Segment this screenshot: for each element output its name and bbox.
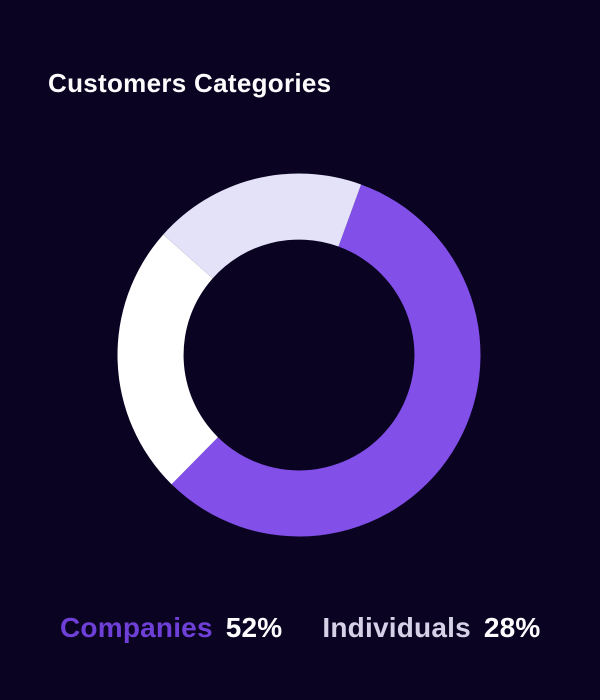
legend-value-companies: 52% bbox=[225, 612, 283, 643]
page-title: Customers Categories bbox=[48, 68, 332, 99]
donut-slice-companies[interactable] bbox=[171, 184, 481, 537]
donut-chart-svg bbox=[117, 173, 481, 537]
legend-label-companies: Companies bbox=[60, 612, 213, 643]
donut-slice-unlabeled-remainder[interactable] bbox=[163, 173, 362, 279]
donut-chart bbox=[117, 173, 481, 537]
legend-item-companies: Companies 52% bbox=[60, 612, 282, 644]
legend-label-individuals: Individuals bbox=[322, 612, 471, 643]
legend-item-individuals: Individuals 28% bbox=[322, 612, 540, 644]
legend-value-individuals: 28% bbox=[483, 612, 541, 643]
donut-slice-individuals[interactable] bbox=[117, 234, 218, 485]
chart-legend: Companies 52% Individuals 28% bbox=[60, 612, 541, 644]
